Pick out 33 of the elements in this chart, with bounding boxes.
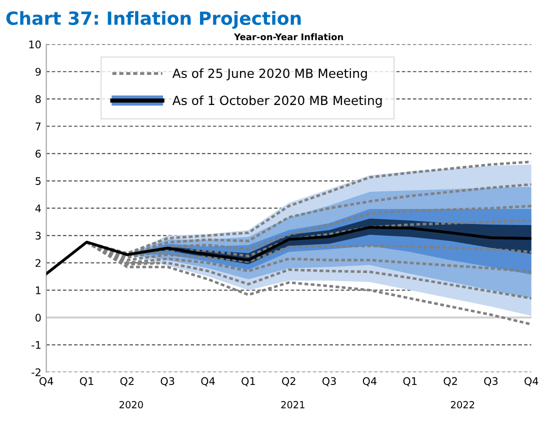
text: 2020	[120, 401, 143, 408]
y-tick-label: 10	[29, 40, 41, 48]
y-tick-label: 4	[35, 204, 41, 212]
x-tick-label: Q3	[484, 377, 498, 386]
chart-title: Chart 37: Inflation Projection	[6, 11, 301, 29]
y-tick-label: 0	[36, 314, 41, 322]
x-tick-label: Q1	[403, 377, 417, 386]
y-tick-label: 8	[36, 95, 41, 104]
x-tick-label: Q2	[120, 377, 134, 386]
y-tick-label: 1	[36, 286, 40, 294]
legend-label: As of 1 October 2020 MB Meeting	[172, 95, 382, 108]
y-tick-label: 6	[36, 150, 41, 158]
text: 2021	[281, 401, 304, 408]
x-tick-label: Q4	[201, 377, 215, 386]
x-tick-label: Q1	[80, 377, 94, 386]
y-tick-label: 9	[35, 68, 41, 76]
y-tick-label: 7	[36, 122, 41, 130]
y-tick-label: 2	[36, 259, 40, 267]
chart-subtitle: Year-on-Year Inflation	[234, 33, 343, 40]
y-tick-label: -1	[32, 341, 41, 349]
text: 2022	[451, 401, 474, 408]
x-tick-label: Q4	[362, 377, 377, 386]
x-tick-label: Q3	[160, 377, 174, 386]
legend-label: As of 25 June 2020 MB Meeting	[172, 68, 367, 80]
x-tick-label: Q4	[524, 377, 538, 386]
x-tick-label: Q4	[39, 377, 54, 386]
y-tick-label: 5	[36, 177, 41, 185]
y-tick-label: -2	[32, 368, 40, 376]
x-tick-label: Q2	[444, 377, 457, 386]
y-tick-label: 3	[36, 232, 41, 240]
x-tick-label: Q1	[242, 377, 255, 386]
x-tick-label: Q3	[322, 377, 336, 386]
x-tick-label: Q2	[282, 377, 296, 386]
